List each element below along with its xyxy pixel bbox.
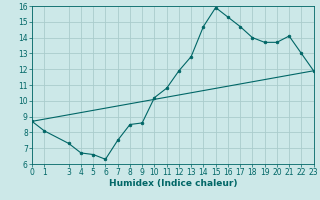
X-axis label: Humidex (Indice chaleur): Humidex (Indice chaleur) <box>108 179 237 188</box>
